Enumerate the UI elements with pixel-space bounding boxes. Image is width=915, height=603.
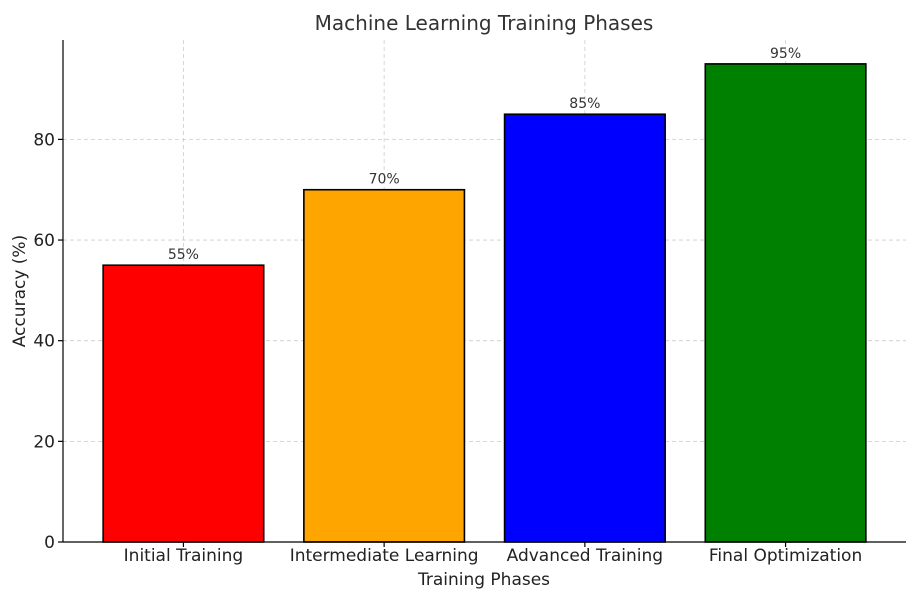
- x-tick-label: Advanced Training: [507, 546, 663, 566]
- bar: [503, 113, 666, 543]
- bar-data-label: 70%: [369, 172, 400, 188]
- data-labels: 55% 70% 85% 95%: [168, 46, 801, 263]
- y-tick-label: 80: [33, 130, 55, 150]
- y-tick-label: 20: [33, 432, 55, 452]
- bar: [704, 63, 867, 543]
- axes: [62, 40, 906, 543]
- ticks: Initial Training Intermediate Learning Adv…: [33, 130, 862, 566]
- x-tick-label: Intermediate Learning: [290, 546, 479, 566]
- y-tick-label: 40: [33, 332, 55, 352]
- chart-title: Machine Learning Training Phases: [315, 11, 654, 35]
- bars: [102, 63, 867, 543]
- bar-data-label: 55%: [168, 247, 199, 263]
- bar: [102, 264, 265, 543]
- x-tick-label: Initial Training: [124, 546, 244, 566]
- bar-data-label: 85%: [569, 96, 600, 112]
- y-tick-label: 0: [44, 533, 55, 553]
- bar: [303, 188, 466, 543]
- x-axis-label: Training Phases: [417, 570, 550, 590]
- x-tick-label: Final Optimization: [709, 546, 862, 566]
- y-axis-label: Accuracy (%): [10, 235, 30, 347]
- bar-data-label: 95%: [770, 46, 801, 62]
- y-tick-label: 60: [33, 231, 55, 251]
